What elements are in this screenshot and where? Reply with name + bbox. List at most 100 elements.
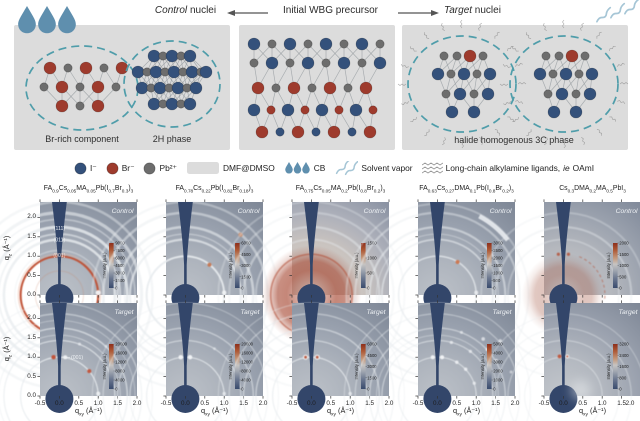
colorbar-tick: 2500	[493, 248, 503, 253]
colorbar-tick: 1000	[619, 263, 629, 268]
x-tick-label: 0.0	[307, 400, 316, 407]
colorbar-tick: 6000	[367, 342, 377, 347]
y-tick-label: 1.5	[27, 232, 36, 240]
colorbar-tick: 1500	[115, 278, 125, 283]
legend-bromide-label: Br⁻	[121, 163, 135, 173]
colorbar-tick: 3200	[619, 342, 629, 347]
legend-vapor: Solvent vapor	[334, 160, 413, 176]
ring-annotation: (001)	[71, 355, 83, 361]
colorbar-tick: 3000	[367, 364, 377, 369]
arrow-left-icon	[227, 10, 268, 16]
colorbar-tick: 0	[493, 387, 496, 392]
y-tick-label: 0.0	[27, 392, 36, 399]
panel-title: FA0.78Cs0.22Pb(I0.82Br0.18)3	[175, 185, 254, 194]
colorbar-tick: 3000	[241, 263, 251, 268]
arrow-right-icon	[398, 10, 439, 16]
3c-phase-label: halide homogenous 3C phase	[454, 135, 574, 145]
legend-cb: CB	[284, 161, 325, 176]
colorbar-tick: 1000	[493, 378, 503, 383]
colorbar-tick: 6000	[115, 256, 125, 261]
colorbar-tick: 2000	[493, 256, 503, 261]
droplets-icon	[284, 161, 310, 174]
x-axis-label: qxy (Å⁻¹)	[200, 406, 229, 418]
colorbar-label: Intensity (a.u.)	[480, 252, 485, 279]
panel-title: Cs0.3DMA0.2MA0.5PbI3	[559, 185, 626, 194]
panel-row-label: Target	[492, 309, 512, 316]
droplet-icon	[301, 161, 310, 174]
colorbar-tick: 4500	[367, 353, 377, 358]
ring-annotation: (001)	[53, 253, 65, 259]
legend-vapor-label: Solvent vapor	[361, 163, 413, 173]
x-tick-label: -0.5	[538, 400, 550, 407]
x-tick-label: 1.5	[113, 400, 122, 407]
y-tick-label: 2.0	[27, 213, 36, 221]
colorbar-label: Intensity (a.u.)	[354, 252, 359, 279]
solvent-box-icon	[186, 162, 219, 174]
iodide-atom-icon	[74, 162, 87, 174]
ring-annotation: (011)	[54, 237, 66, 243]
colorbar-tick: 0	[241, 387, 244, 392]
control-word: Control	[154, 5, 188, 16]
panel-row-label: Target	[366, 309, 386, 316]
lead-atom-icon	[144, 162, 156, 174]
colorbar-tick: 4500	[241, 252, 251, 257]
x-tick-label: 2.0	[384, 400, 394, 407]
x-tick-label: 0.5	[74, 400, 84, 407]
2h-phase-label: 2H phase	[153, 134, 192, 144]
schematic: Br-rich component 2H phase halide homoge…	[14, 0, 640, 150]
colorbar-label: Intensity (a.u.)	[102, 353, 107, 380]
legend: I⁻ Br⁻ Pb²⁺ DMF@DMSO CB Solvent vapor	[34, 156, 634, 180]
colorbar-label: Intensity (a.u.)	[102, 252, 107, 279]
colorbar-tick: 1500	[619, 252, 629, 257]
giwaxs-panel-control-4: Control Intensity (a.u.) 3000 2500 2000 1500 1…	[345, 199, 530, 388]
legend-bromide: Br⁻	[106, 162, 135, 175]
colorbar-tick: 12000	[241, 360, 253, 365]
colorbar-tick: 1500	[493, 263, 503, 268]
colorbar-tick: 8000	[241, 369, 251, 374]
x-tick-label: 1.0	[219, 400, 229, 407]
panel-row-label: Target	[618, 309, 638, 316]
y-tick-label: 1.0	[27, 353, 36, 361]
panel-row-label: Control	[616, 208, 638, 215]
panel-row-label: Control	[112, 208, 134, 215]
x-tick-label: 2.0	[258, 400, 268, 407]
colorbar-tick: 4000	[241, 378, 251, 383]
y-tick-label: 2.0	[27, 314, 36, 322]
x-tick-label: 0.0	[55, 400, 64, 407]
y-tick-label: 0.5	[27, 372, 36, 380]
legend-solvent-label: DMF@DMSO	[222, 163, 275, 173]
colorbar-tick: 3000	[493, 241, 503, 246]
giwaxs-panel-target-4: Target Intensity (a.u.) 5000 4000 3000 2000 10…	[343, 300, 532, 421]
colorbar-tick: 0	[619, 286, 622, 291]
colorbar-tick: 4500	[115, 263, 125, 268]
x-tick-label: 1.5	[365, 400, 374, 407]
colorbar: Intensity (a.u.) 3200 2400 1600 800 0	[606, 342, 629, 392]
schematic-decor	[18, 0, 640, 149]
colorbar-tick: 1000	[367, 256, 377, 261]
x-axis-label: qxy (Å⁻¹)	[452, 406, 481, 418]
x-tick-label: 0.5	[578, 400, 588, 407]
x-tick-label: 1.5	[617, 400, 626, 407]
panel-title: FA0.63Cs0.27DMA0.1Pb(I0.8Br0.2)3	[419, 185, 514, 194]
x-axis-label: qxy (Å⁻¹)	[578, 406, 607, 418]
droplet-icon	[38, 6, 56, 34]
colorbar-label: Intensity (a.u.)	[480, 353, 485, 380]
legend-ligand: Long-chain alkylamine ligands, ie OAmI	[421, 162, 594, 174]
legend-iodide: I⁻	[74, 162, 97, 175]
giwaxs-panel-control-2: Control Intensity (a.u.) 6000 4500 3000 1500 0	[91, 199, 280, 390]
colorbar-label: Intensity (a.u.)	[606, 353, 611, 380]
x-tick-label: 0.5	[452, 400, 462, 407]
control-rest: nuclei	[187, 5, 217, 16]
x-tick-label: 0.5	[326, 400, 336, 407]
y-tick-label: 1.0	[27, 252, 36, 260]
colorbar-tick: 0	[619, 387, 622, 392]
legend-ligand-ie: ie	[563, 163, 570, 173]
y-axis-label: qz (Å⁻¹)	[2, 336, 14, 362]
giwaxs-panel-target-5: Target Intensity (a.u.) 3200 2400 1600 800 0	[480, 300, 640, 421]
colorbar-label: Intensity (a.u.)	[228, 353, 233, 380]
colorbar-tick: 3000	[493, 360, 503, 365]
